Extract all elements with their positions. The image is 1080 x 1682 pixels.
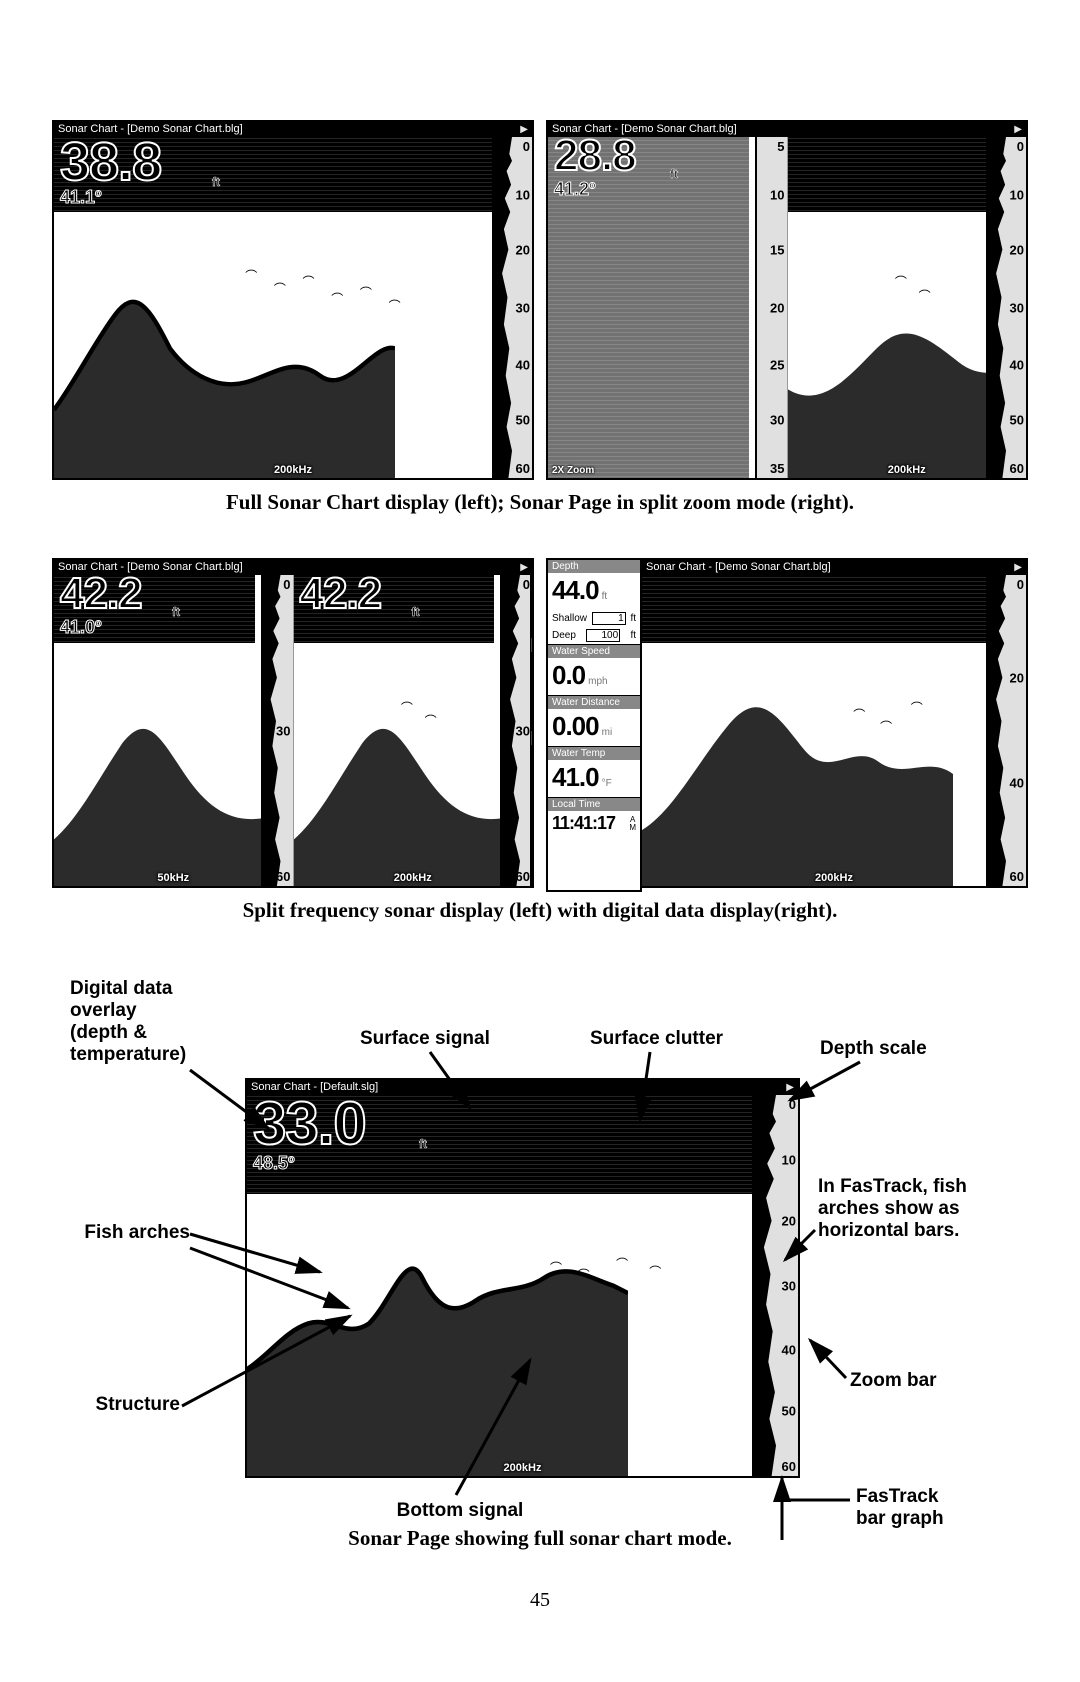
annotation-arrows	[0, 0, 1080, 1682]
caption-row3: Sonar Page showing full sonar chart mode…	[0, 1526, 1080, 1551]
page-number: 45	[0, 1589, 1080, 1612]
page: Sonar Chart - [Demo Sonar Chart.blg] ▶	[0, 0, 1080, 1682]
